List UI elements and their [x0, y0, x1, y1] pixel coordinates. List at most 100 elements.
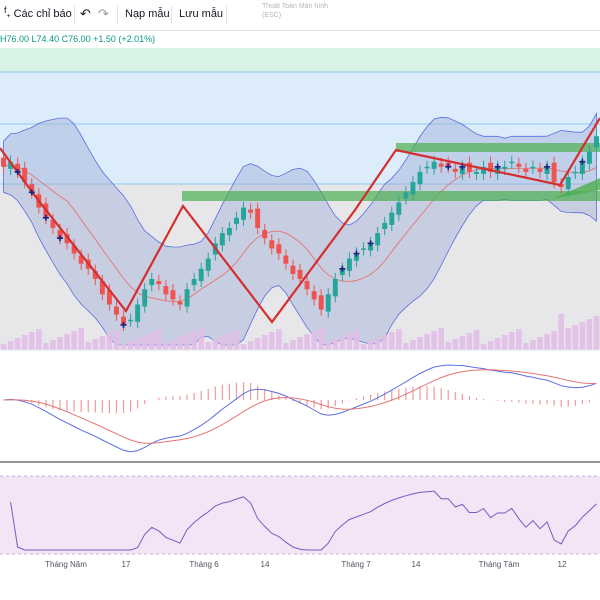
- candle-body: [99, 281, 105, 295]
- volume-bar: [261, 335, 268, 350]
- volume-bar: [508, 332, 515, 350]
- candle-body: [106, 290, 112, 305]
- signal-cross: [579, 158, 586, 165]
- volume-bar: [7, 341, 14, 350]
- time-tick: Tháng 6: [189, 560, 219, 569]
- candle-body: [78, 255, 84, 264]
- volume-bar: [205, 342, 212, 350]
- candle-body: [191, 279, 197, 286]
- volume-bar: [198, 328, 204, 350]
- resistance-zone-rect[interactable]: [396, 143, 600, 152]
- candle-body: [410, 182, 416, 195]
- volume-bar: [586, 319, 593, 350]
- volume-bar: [57, 337, 63, 350]
- signal-cross: [42, 214, 49, 221]
- candle-body: [523, 168, 529, 172]
- exit-fullscreen-label: Thoát Toàn Màn hình: [262, 3, 329, 10]
- volume-bars: [0, 314, 600, 350]
- candle-body: [389, 212, 395, 225]
- volume-bar: [191, 331, 197, 350]
- volume-bar: [254, 338, 261, 350]
- volume-bar: [445, 342, 452, 350]
- candle-body: [219, 233, 225, 246]
- time-tick: 12: [557, 560, 567, 569]
- volume-bar: [219, 336, 226, 350]
- candle-body: [361, 248, 366, 250]
- candle-body: [572, 171, 578, 174]
- candle-body: [304, 281, 310, 290]
- volume-bar: [417, 337, 423, 350]
- signal-cross: [14, 168, 21, 175]
- time-tick: 14: [411, 560, 421, 569]
- ohlc-close: C76.00: [61, 34, 91, 44]
- time-tick: Tháng Tám: [478, 560, 520, 569]
- volume-bar: [523, 343, 529, 350]
- volume-bar: [487, 341, 494, 350]
- candle-body: [502, 166, 508, 169]
- volume-bar: [134, 338, 141, 350]
- toolbar-separator: [117, 6, 118, 24]
- zigzag-line[interactable]: [0, 117, 600, 324]
- chart-toolbar: f+ Các chỉ báo ↶ ↷ Nạp mẫu Lưu mẫu Thoát …: [0, 0, 600, 31]
- volume-bar: [212, 339, 219, 350]
- candle-body: [579, 161, 585, 174]
- candle-body: [128, 319, 134, 322]
- triangle-pattern[interactable]: [552, 178, 600, 199]
- volume-bar: [78, 328, 84, 350]
- volume-bar: [43, 343, 49, 350]
- indicators-button[interactable]: f+ Các chỉ báo: [4, 5, 72, 20]
- candle-body: [558, 184, 564, 188]
- exit-fullscreen-hint[interactable]: Thoát Toàn Màn hình (ESC): [262, 2, 328, 20]
- macd-pane[interactable]: [0, 352, 600, 462]
- candle-body: [537, 168, 543, 172]
- volume-bar: [473, 330, 480, 350]
- volume-bar: [459, 336, 466, 350]
- candle-body: [15, 163, 21, 172]
- time-tick: Tháng 7: [341, 560, 371, 569]
- volume-bar: [572, 325, 579, 350]
- volume-bar: [21, 335, 28, 350]
- save-template-button[interactable]: Lưu mẫu: [179, 8, 224, 20]
- volume-bar: [332, 339, 339, 350]
- volume-bar: [297, 337, 303, 350]
- volume-bar: [99, 336, 106, 350]
- time-axis[interactable]: Tháng Năm 17 Tháng 6 14 Tháng 7 14 Tháng…: [0, 556, 600, 600]
- volume-bar: [346, 333, 353, 350]
- candle-body: [156, 281, 162, 285]
- load-template-button[interactable]: Nạp mẫu: [125, 8, 170, 20]
- volume-bar: [106, 333, 113, 350]
- support-zone-rect[interactable]: [182, 191, 600, 201]
- price-chart[interactable]: [0, 30, 600, 556]
- candle-body: [346, 258, 352, 271]
- volume-bar: [113, 330, 120, 350]
- candle-body: [1, 157, 6, 167]
- signal-cross: [353, 250, 360, 257]
- volume-bar: [163, 343, 169, 350]
- candle-body: [22, 167, 28, 183]
- volume-bar: [71, 331, 77, 350]
- undo-icon[interactable]: ↶: [80, 6, 91, 21]
- volume-bar: [156, 329, 162, 350]
- candle-body: [544, 166, 550, 174]
- volume-bar: [452, 339, 459, 350]
- candle-body: [205, 258, 211, 271]
- redo-icon[interactable]: ↷: [98, 6, 109, 21]
- volume-bar: [14, 338, 21, 350]
- signal-markers: [14, 158, 586, 328]
- volume-bar: [28, 332, 35, 350]
- candle-body: [234, 217, 239, 224]
- volume-bar: [276, 329, 282, 350]
- volume-bar: [233, 330, 240, 350]
- toolbar-separator: [171, 6, 172, 24]
- candle-body: [424, 166, 430, 169]
- volume-bar: [396, 329, 402, 350]
- candle-body: [382, 222, 388, 230]
- candle-body: [198, 268, 204, 282]
- toolbar-separator: [74, 6, 75, 24]
- volume-bar: [339, 336, 346, 350]
- volume-bar: [226, 333, 233, 350]
- zone-band-upper: [0, 72, 600, 124]
- candle-body: [29, 184, 35, 193]
- candle-body: [269, 240, 275, 249]
- candle-body: [403, 192, 409, 199]
